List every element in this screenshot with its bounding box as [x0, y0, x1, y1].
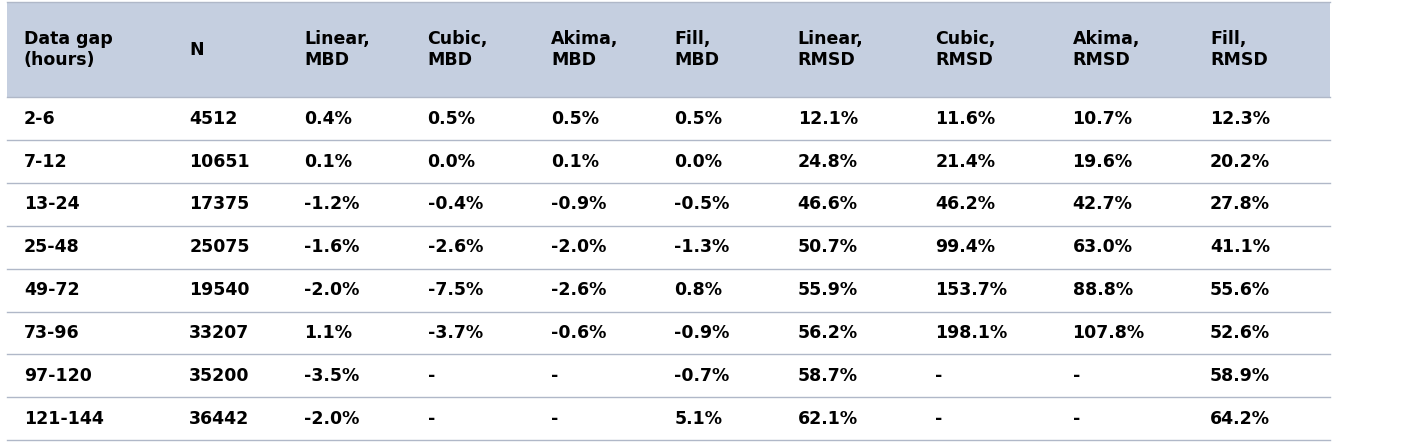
Text: -2.6%: -2.6% — [428, 238, 482, 256]
Bar — [7, 354, 1330, 397]
Text: 4512: 4512 — [189, 110, 238, 128]
Text: -2.0%: -2.0% — [304, 410, 359, 428]
Bar — [7, 2, 1330, 97]
Text: 153.7%: 153.7% — [935, 281, 1007, 299]
Bar — [7, 397, 1330, 440]
Text: 25075: 25075 — [189, 238, 250, 256]
Text: 17375: 17375 — [189, 195, 250, 213]
Text: 88.8%: 88.8% — [1073, 281, 1133, 299]
Text: 7-12: 7-12 — [24, 152, 67, 171]
Text: 0.5%: 0.5% — [428, 110, 475, 128]
Text: -0.7%: -0.7% — [674, 367, 729, 385]
Text: -3.7%: -3.7% — [428, 324, 482, 342]
Text: 107.8%: 107.8% — [1073, 324, 1144, 342]
Text: 20.2%: 20.2% — [1210, 152, 1270, 171]
Bar — [7, 269, 1330, 312]
Text: 41.1%: 41.1% — [1210, 238, 1270, 256]
Text: 58.7%: 58.7% — [798, 367, 858, 385]
Text: 13-24: 13-24 — [24, 195, 80, 213]
Text: -: - — [551, 367, 558, 385]
Text: 19.6%: 19.6% — [1073, 152, 1133, 171]
Text: 0.0%: 0.0% — [428, 152, 475, 171]
Bar — [7, 97, 1330, 140]
Text: 36442: 36442 — [189, 410, 250, 428]
Text: 11.6%: 11.6% — [935, 110, 995, 128]
Text: 19540: 19540 — [189, 281, 250, 299]
Text: 0.8%: 0.8% — [674, 281, 722, 299]
Text: -2.0%: -2.0% — [304, 281, 359, 299]
Bar — [7, 183, 1330, 226]
Text: -: - — [935, 410, 942, 428]
Text: Akima,
MBD: Akima, MBD — [551, 30, 618, 69]
Text: 24.8%: 24.8% — [798, 152, 858, 171]
Text: Fill,
RMSD: Fill, RMSD — [1210, 30, 1267, 69]
Text: 46.6%: 46.6% — [798, 195, 858, 213]
Text: 10.7%: 10.7% — [1073, 110, 1133, 128]
Bar — [7, 140, 1330, 183]
Text: Data gap
(hours): Data gap (hours) — [24, 30, 112, 69]
Text: 99.4%: 99.4% — [935, 238, 995, 256]
Text: 0.5%: 0.5% — [551, 110, 599, 128]
Text: 97-120: 97-120 — [24, 367, 91, 385]
Text: -0.4%: -0.4% — [428, 195, 482, 213]
Text: 25-48: 25-48 — [24, 238, 80, 256]
Text: 55.6%: 55.6% — [1210, 281, 1270, 299]
Text: 55.9%: 55.9% — [798, 281, 858, 299]
Text: 2-6: 2-6 — [24, 110, 56, 128]
Text: Linear,
RMSD: Linear, RMSD — [798, 30, 864, 69]
Text: Cubic,
RMSD: Cubic, RMSD — [935, 30, 995, 69]
Text: -2.6%: -2.6% — [551, 281, 606, 299]
Text: -2.0%: -2.0% — [551, 238, 606, 256]
Text: 58.9%: 58.9% — [1210, 367, 1270, 385]
Text: 52.6%: 52.6% — [1210, 324, 1270, 342]
Text: 12.3%: 12.3% — [1210, 110, 1270, 128]
Text: Cubic,
MBD: Cubic, MBD — [428, 30, 488, 69]
Text: -1.6%: -1.6% — [304, 238, 359, 256]
Text: 42.7%: 42.7% — [1073, 195, 1133, 213]
Text: -3.5%: -3.5% — [304, 367, 359, 385]
Text: 0.1%: 0.1% — [304, 152, 352, 171]
Text: 33207: 33207 — [189, 324, 250, 342]
Text: Linear,
MBD: Linear, MBD — [304, 30, 370, 69]
Text: 56.2%: 56.2% — [798, 324, 858, 342]
Text: -0.9%: -0.9% — [551, 195, 606, 213]
Text: 46.2%: 46.2% — [935, 195, 995, 213]
Text: Fill,
MBD: Fill, MBD — [674, 30, 719, 69]
Text: -7.5%: -7.5% — [428, 281, 482, 299]
Bar — [7, 312, 1330, 354]
Text: -0.5%: -0.5% — [674, 195, 729, 213]
Text: 0.0%: 0.0% — [674, 152, 722, 171]
Text: -: - — [551, 410, 558, 428]
Text: -1.3%: -1.3% — [674, 238, 729, 256]
Text: 64.2%: 64.2% — [1210, 410, 1270, 428]
Text: -0.9%: -0.9% — [674, 324, 729, 342]
Bar — [7, 226, 1330, 269]
Text: -: - — [428, 367, 435, 385]
Text: 10651: 10651 — [189, 152, 250, 171]
Text: 121-144: 121-144 — [24, 410, 104, 428]
Text: -1.2%: -1.2% — [304, 195, 359, 213]
Text: -0.6%: -0.6% — [551, 324, 606, 342]
Text: 0.1%: 0.1% — [551, 152, 599, 171]
Text: N: N — [189, 41, 203, 59]
Text: 198.1%: 198.1% — [935, 324, 1008, 342]
Text: 73-96: 73-96 — [24, 324, 80, 342]
Text: 0.5%: 0.5% — [674, 110, 722, 128]
Text: 49-72: 49-72 — [24, 281, 80, 299]
Text: -: - — [428, 410, 435, 428]
Text: 27.8%: 27.8% — [1210, 195, 1270, 213]
Text: 12.1%: 12.1% — [798, 110, 858, 128]
Text: 1.1%: 1.1% — [304, 324, 352, 342]
Text: 0.4%: 0.4% — [304, 110, 352, 128]
Text: 62.1%: 62.1% — [798, 410, 858, 428]
Text: 50.7%: 50.7% — [798, 238, 858, 256]
Text: -: - — [1073, 367, 1080, 385]
Text: Akima,
RMSD: Akima, RMSD — [1073, 30, 1140, 69]
Text: 35200: 35200 — [189, 367, 250, 385]
Text: -: - — [1073, 410, 1080, 428]
Text: 21.4%: 21.4% — [935, 152, 995, 171]
Text: 63.0%: 63.0% — [1073, 238, 1133, 256]
Text: 5.1%: 5.1% — [674, 410, 722, 428]
Text: -: - — [935, 367, 942, 385]
